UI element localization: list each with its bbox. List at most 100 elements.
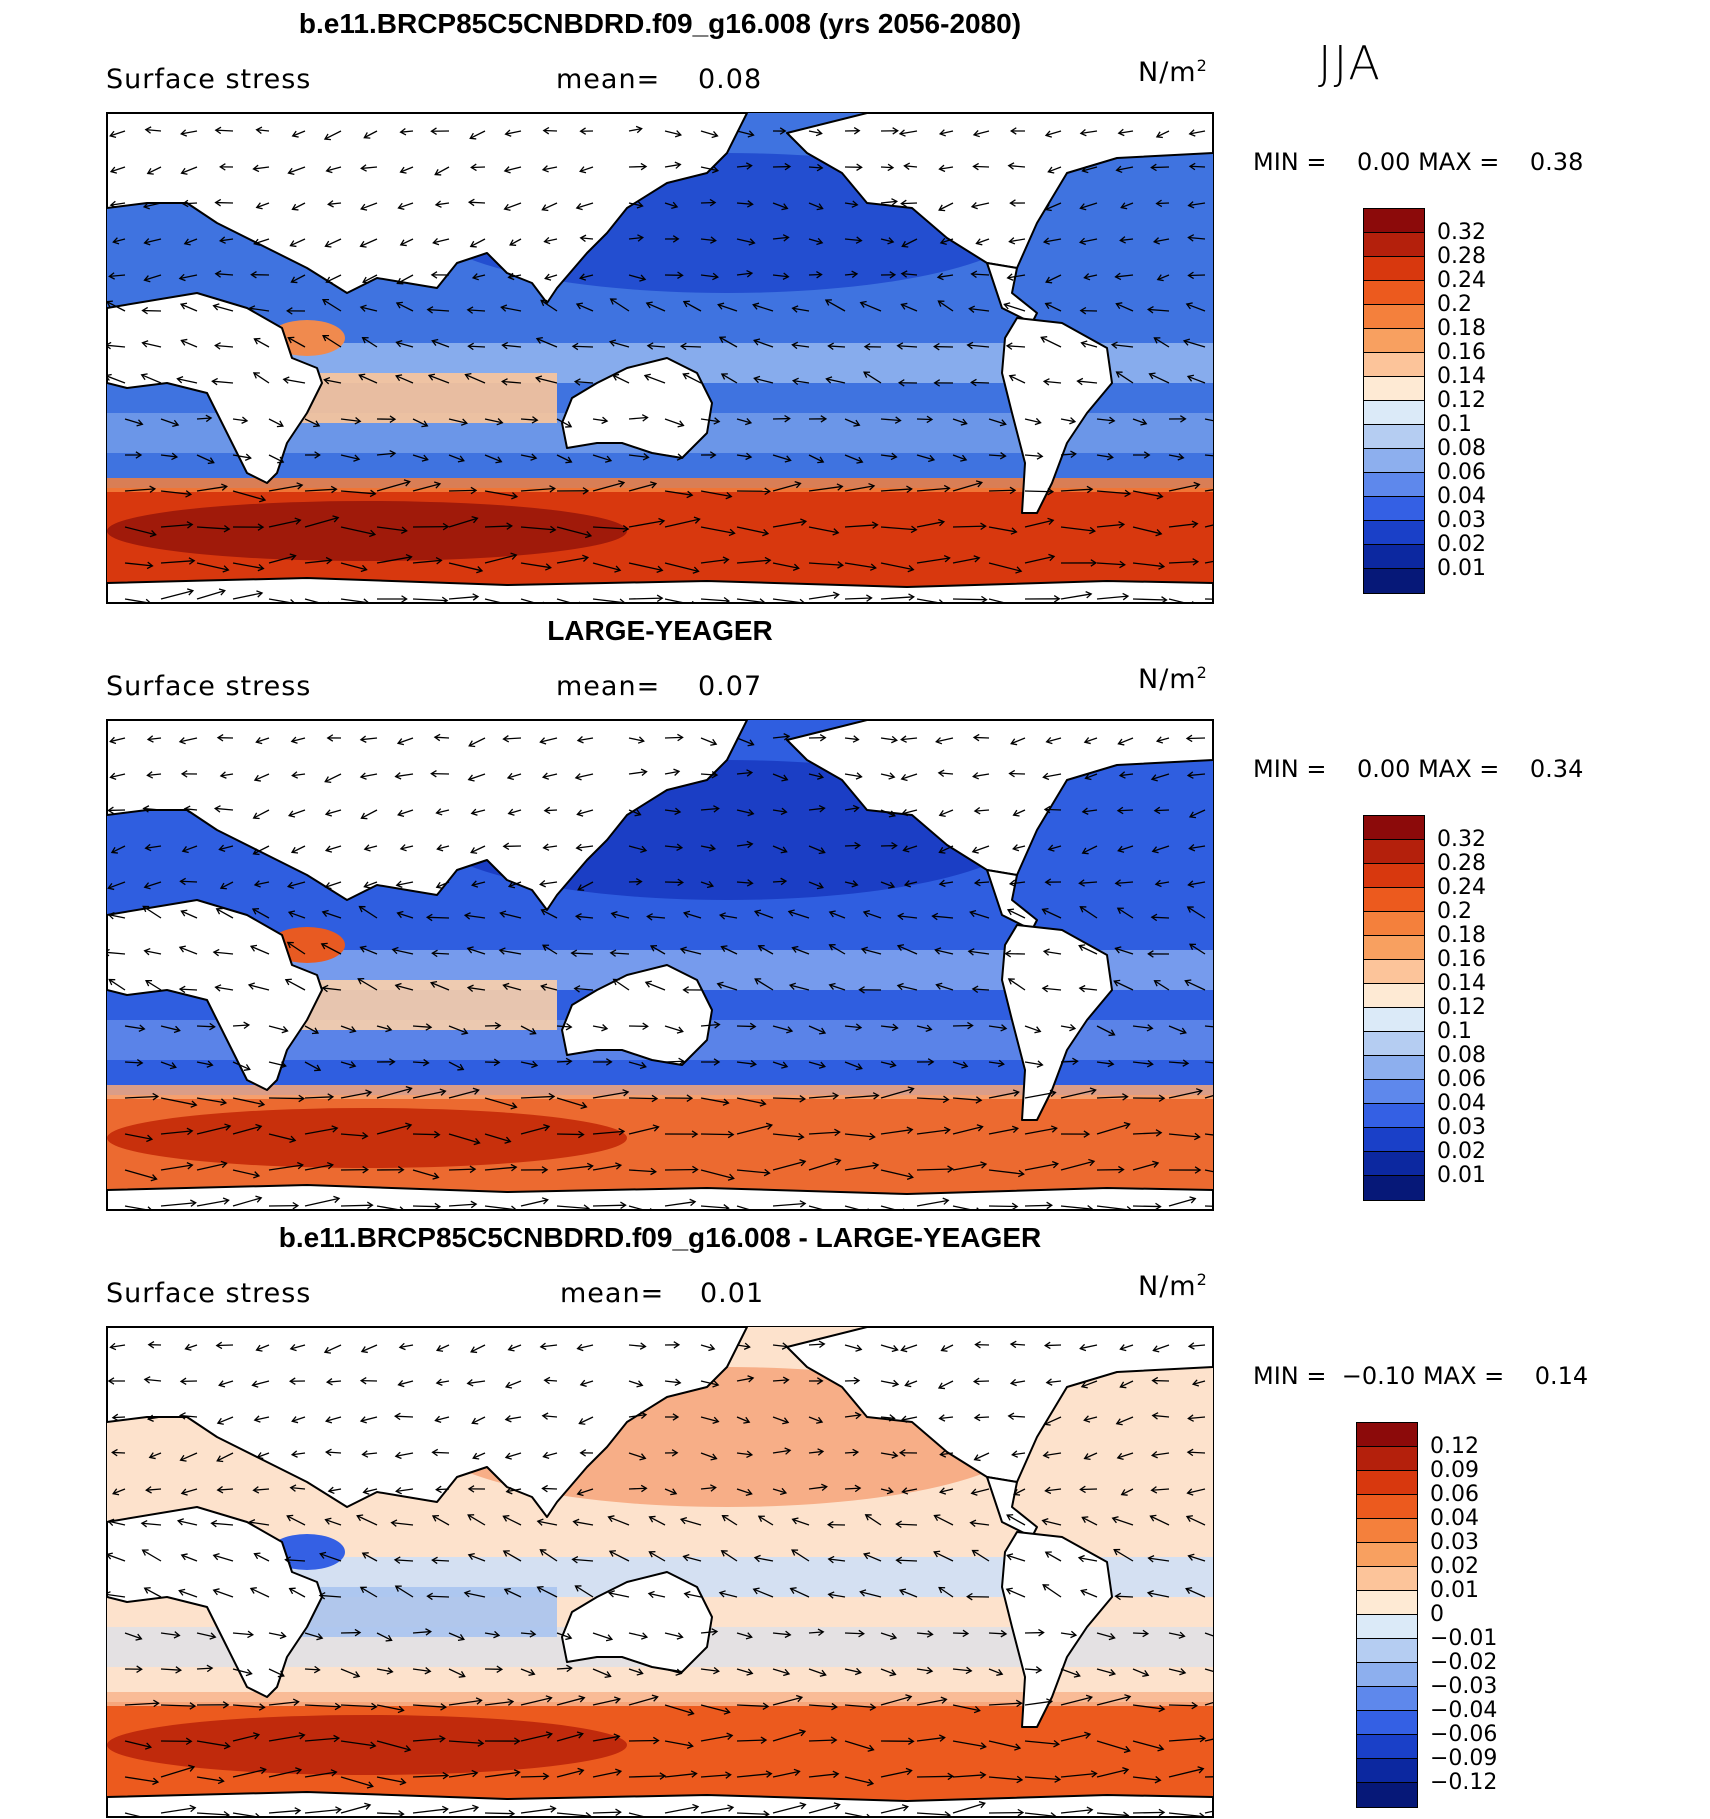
wind-vector: [772, 1770, 800, 1778]
wind-vector: [484, 1700, 514, 1706]
wind-vector: [376, 526, 407, 532]
wind-vector-head: [1042, 1584, 1050, 1591]
wind-vector: [1060, 1668, 1080, 1677]
wind-vector: [719, 336, 738, 348]
wind-vector: [1152, 1414, 1170, 1418]
wind-vector: [628, 770, 647, 775]
wind-vector: [537, 1586, 558, 1598]
wind-vector-head: [615, 1162, 623, 1170]
wind-vector-head: [179, 1412, 186, 1420]
wind-vector: [700, 1704, 730, 1713]
wind-vector: [124, 562, 153, 567]
wind-vector: [268, 555, 296, 564]
wind-vector: [952, 1740, 986, 1748]
wind-vector: [1024, 1025, 1041, 1033]
colorbar-swatch: [1364, 377, 1424, 401]
wind-vector-head: [502, 982, 510, 991]
wind-vector-head: [901, 1804, 909, 1812]
wind-vector-head: [1158, 1094, 1166, 1102]
wind-vector: [1024, 454, 1043, 458]
wind-vector-head: [179, 302, 188, 310]
wind-vector: [1168, 523, 1198, 528]
wind-vector: [939, 166, 954, 170]
wind-vector-head: [467, 342, 474, 351]
wind-vector: [1118, 130, 1134, 134]
wind-vector-head: [112, 1488, 120, 1496]
wind-vector: [916, 487, 950, 492]
wind-vector-head: [1186, 906, 1194, 913]
wind-vector: [1204, 1810, 1213, 1814]
wind-vector-head: [640, 768, 648, 776]
colorbar-swatch: [1357, 1687, 1417, 1711]
wind-vector: [468, 345, 486, 348]
wind-vector: [808, 1061, 826, 1068]
wind-vector-head: [366, 1201, 374, 1210]
wind-vector: [436, 809, 450, 814]
wind-vector-head: [140, 1519, 148, 1528]
wind-vector-head: [1042, 378, 1050, 386]
wind-vector: [792, 344, 810, 348]
wind-vector-head: [255, 202, 263, 210]
wind-vector: [700, 1774, 731, 1778]
wind-vector-head: [1006, 273, 1014, 281]
wind-vector: [196, 1199, 229, 1207]
wind-vector-head: [333, 1734, 341, 1743]
wind-vector: [304, 1704, 341, 1708]
wind-vector: [179, 988, 198, 991]
wind-vector: [1082, 166, 1098, 172]
wind-vector-head: [906, 1172, 914, 1180]
wind-vector: [825, 299, 846, 312]
wind-vector: [952, 557, 980, 564]
wind-vector: [649, 1516, 666, 1526]
wind-vector-head: [691, 1130, 699, 1138]
wind-vector: [360, 1586, 378, 1598]
wind-vector: [592, 1025, 608, 1030]
wind-vector-head: [784, 162, 792, 171]
wind-vector-head: [855, 236, 863, 244]
wind-vector: [505, 1416, 522, 1421]
wind-vector-head: [1078, 879, 1085, 887]
wind-vector: [328, 1488, 342, 1492]
wind-vector-head: [799, 598, 806, 603]
wind-vector-head: [947, 1772, 955, 1781]
wind-vector: [340, 526, 376, 536]
wind-vector: [844, 1668, 861, 1674]
min-max-readout: MIN = 0.00 MAX = 0.38: [1253, 148, 1583, 176]
wind-vector-head: [390, 1519, 398, 1527]
wind-vector-head: [216, 1417, 224, 1425]
wind-vector: [504, 202, 522, 210]
wind-vector: [880, 488, 912, 492]
wind-vector-head: [863, 1552, 871, 1560]
wind-vector-head: [827, 1591, 835, 1599]
wind-vector: [808, 1159, 841, 1171]
wind-vector-head: [255, 1195, 263, 1203]
wind-vector: [212, 380, 234, 384]
wind-vector: [574, 987, 594, 991]
colorbar-swatch: [1364, 1080, 1424, 1104]
wind-vector-head: [895, 1520, 902, 1529]
wind-vector-head: [794, 481, 802, 489]
wind-vector-head: [1000, 1629, 1008, 1638]
wind-vector: [196, 454, 215, 464]
colorbar-swatch: [1364, 305, 1424, 329]
wind-vector: [904, 881, 918, 886]
wind-vector-head: [1012, 844, 1020, 852]
wind-vector-head: [1118, 1165, 1125, 1174]
wind-vector: [808, 454, 824, 463]
wind-vector: [1168, 1025, 1187, 1034]
wind-vector-head: [180, 1488, 188, 1496]
wind-vector-head: [421, 454, 429, 462]
wind-vector-head: [686, 1741, 694, 1749]
wind-vector-head: [888, 881, 896, 889]
wind-vector: [1189, 943, 1206, 955]
wind-vector: [395, 1452, 414, 1457]
wind-vector: [772, 845, 787, 853]
wind-vector-head: [470, 808, 478, 816]
wind-vector-head: [314, 1064, 322, 1072]
wind-vector-head: [1115, 1418, 1123, 1426]
wind-vector-head: [727, 1173, 735, 1181]
wind-vector-head: [1153, 980, 1161, 987]
wind-vector-head: [405, 553, 413, 562]
wind-vector: [520, 1668, 535, 1675]
wind-vector: [268, 1061, 286, 1067]
